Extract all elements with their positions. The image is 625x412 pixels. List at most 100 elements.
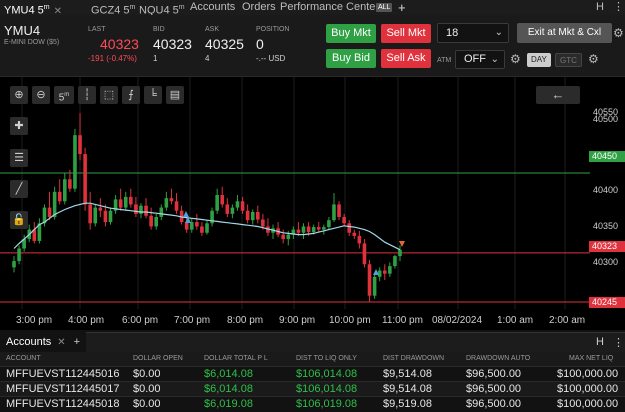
column-header[interactable]: ACCOUNT (6, 355, 41, 362)
column-header[interactable]: DOLLAR OPEN (133, 355, 183, 362)
table-row[interactable]: MFFUEVST112445016 $0.00 $6,014.08 $106,014.… (0, 366, 625, 381)
atm-value: OFF (464, 53, 486, 65)
ask-label: ASK (205, 26, 220, 33)
close-icon[interactable]: ✕ (53, 5, 62, 17)
candle-body (159, 207, 164, 218)
column-header[interactable]: DIST TO LIQ ONLY (296, 355, 357, 362)
trade-marker (399, 241, 405, 247)
candle-body (129, 196, 133, 205)
exit-at-mkt-button[interactable]: Exit at Mkt & Cxl (517, 23, 612, 43)
sell-ask-button[interactable]: Sell Ask (381, 49, 431, 68)
interval-value: 5 (58, 92, 65, 104)
candle-body (57, 191, 62, 202)
quantity-select[interactable]: 18 ⌄ (437, 23, 509, 43)
price-chart[interactable] (0, 77, 625, 330)
interval-button[interactable]: 5m (54, 86, 74, 104)
tab-ymu4[interactable]: YMU4 5m ✕ (4, 0, 62, 17)
candle-body (225, 204, 230, 214)
level-badge-last: 40323 (589, 241, 625, 252)
column-header[interactable]: DIST DRAWDOWN (383, 355, 445, 362)
indicators-icon[interactable]: ⨍ (122, 86, 140, 104)
candle-body (108, 210, 113, 223)
more-menu-icon[interactable]: ⋮ (613, 1, 624, 13)
day-toggle[interactable]: DAY (527, 53, 551, 67)
tab-sup: m (178, 4, 185, 11)
add-tab-icon[interactable]: + (73, 336, 81, 348)
gear-icon[interactable]: ⚙ (510, 52, 521, 66)
candle-body (372, 276, 377, 296)
tab-gcz4[interactable]: GCZ4 5m (91, 0, 135, 17)
gtc-toggle[interactable]: GTC (555, 53, 582, 67)
crosshair-icon[interactable]: ✚ (10, 117, 28, 135)
candle-body (12, 261, 16, 268)
tab-performance-center[interactable]: Performance Center (280, 1, 380, 13)
table-row[interactable]: MFFUEVST112445018 $0.00 $6,019.08 $106,019.… (0, 396, 625, 411)
draw-line-icon[interactable]: ╱ (10, 180, 28, 198)
notes-icon[interactable]: ☰ (10, 149, 28, 167)
candle-body (250, 211, 255, 221)
candle-body (189, 222, 194, 230)
help-button[interactable]: H (596, 336, 604, 348)
add-tab-icon[interactable]: + (398, 0, 406, 15)
candle-body (291, 229, 296, 235)
candle-body (22, 239, 26, 249)
x-tick: 8:00 pm (227, 315, 264, 326)
all-badge[interactable]: ALL (376, 3, 393, 12)
studies-icon[interactable]: ╘ (144, 86, 162, 104)
lock-icon[interactable]: 🔓 (10, 211, 28, 229)
y-tick: 40500 (593, 114, 619, 124)
candle-body (118, 199, 123, 208)
table-cell: MFFUEVST112445017 (6, 383, 120, 395)
table-cell: $9,514.08 (383, 368, 432, 380)
select-area-icon[interactable]: ⬚ (100, 86, 118, 104)
tab-nqu4[interactable]: NQU4 5m (139, 0, 185, 17)
candle-body (42, 207, 47, 224)
candle-body (352, 232, 357, 236)
zoom-out-icon[interactable]: ⊖ (32, 86, 50, 104)
accounts-tab[interactable]: Accounts ✕ + (0, 332, 87, 352)
chart-canvas[interactable] (0, 77, 625, 330)
more-menu-icon[interactable]: ⋮ (613, 337, 624, 349)
accounts-column-header: ACCOUNT DOLLAR OPEN DOLLAR TOTAL P L DIS… (0, 352, 625, 366)
column-header[interactable]: DRAWDOWN AUTO (466, 355, 531, 362)
candle-body (311, 227, 316, 233)
gear-icon[interactable]: ⚙ (588, 52, 599, 66)
candle-body (220, 194, 225, 205)
candle-body (98, 207, 103, 211)
candle-type-icon[interactable]: ┆ (78, 86, 96, 104)
gear-icon[interactable]: ⚙ (613, 26, 624, 40)
candle-body (337, 204, 341, 218)
table-cell: MFFUEVST112445016 (6, 368, 120, 380)
close-icon[interactable]: ✕ (57, 337, 66, 348)
buy-mkt-button[interactable]: Buy Mkt (326, 24, 376, 43)
column-header[interactable]: MAX NET LIQ (569, 355, 614, 362)
help-button[interactable]: H (596, 1, 604, 13)
tab-accounts[interactable]: Accounts (190, 1, 236, 13)
tab-orders[interactable]: Orders (242, 1, 276, 13)
trade-marker (185, 217, 191, 223)
x-tick: 11:00 pm (382, 315, 423, 326)
sell-mkt-button[interactable]: Sell Mkt (381, 24, 431, 43)
x-tick: 7:00 pm (174, 315, 211, 326)
last-price: 40323 (100, 36, 139, 52)
moving-average-line (13, 202, 401, 251)
candle-body (17, 248, 21, 262)
column-header[interactable]: DOLLAR TOTAL P L (204, 355, 268, 362)
candle-body (93, 207, 98, 224)
table-row[interactable]: MFFUEVST112445017 $0.00 $6,014.08 $106,014.… (0, 381, 625, 396)
candle-body (103, 210, 108, 223)
chevron-down-icon: ⌄ (490, 54, 499, 65)
x-tick: 1:00 am (497, 315, 534, 326)
back-arrow-icon[interactable]: ← (536, 86, 580, 104)
templates-icon[interactable]: ▤ (166, 86, 184, 104)
buy-bid-button[interactable]: Buy Bid (326, 49, 376, 68)
table-cell: $106,014.08 (296, 383, 358, 395)
zoom-in-icon[interactable]: ⊕ (10, 86, 28, 104)
candle-body (382, 270, 387, 274)
candle-body (123, 196, 128, 208)
candle-body (327, 220, 331, 228)
candle-body (37, 223, 42, 241)
atm-select[interactable]: OFF ⌄ (455, 50, 505, 69)
candle-body (362, 243, 367, 265)
table-cell: $0.00 (133, 368, 161, 380)
